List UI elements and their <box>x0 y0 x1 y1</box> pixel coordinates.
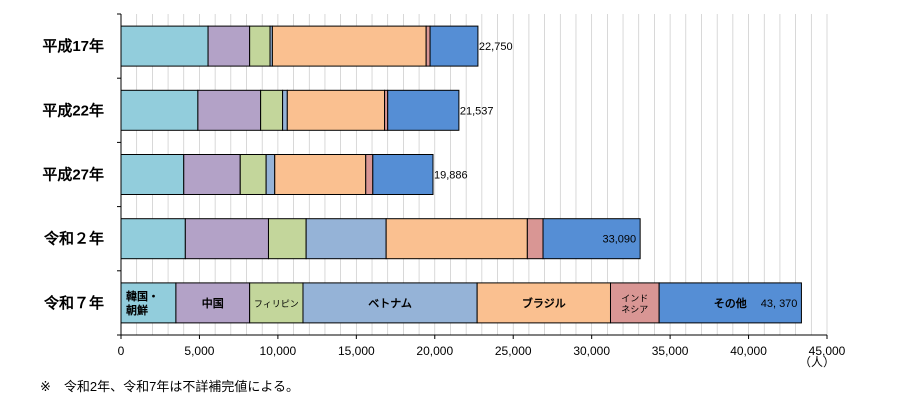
bar-segment <box>542 218 641 260</box>
x-tick-label: 45,000 <box>809 344 846 358</box>
bar-segment <box>197 89 262 131</box>
bar-segment <box>609 282 660 324</box>
bar-segment <box>274 154 367 195</box>
segment-label: 朝鮮 <box>126 303 148 317</box>
bar-segment <box>476 282 611 324</box>
bar-segment <box>282 89 288 131</box>
segment-label: フィリピン <box>254 299 299 309</box>
x-tick-label: 30,000 <box>573 344 610 358</box>
bar-segment <box>183 154 241 195</box>
footnote: ※ 令和2年、令和7年は不詳補完値による。 <box>40 379 299 394</box>
bar-segment <box>302 282 478 324</box>
bar-segment <box>286 89 386 131</box>
bar-segment <box>526 218 544 260</box>
bar-segment <box>267 218 307 260</box>
x-tick-label: 10,000 <box>260 344 297 358</box>
bar-segment <box>239 154 267 195</box>
bar-segment <box>425 25 431 67</box>
total-label: 19,886 <box>434 170 468 182</box>
bar-segment <box>249 25 271 67</box>
segment-label: ネシア <box>621 304 648 314</box>
axes: 0 5,000 10,000 15,000 20,000 25,000 30,000 35,0… <box>117 13 846 369</box>
x-tick-label: 15,000 <box>338 344 375 358</box>
x-tick-label: 0 <box>118 344 125 358</box>
segment-label: 韓国・ <box>126 289 159 303</box>
total-label: 21,537 <box>460 105 494 117</box>
x-tick-label: 20,000 <box>416 344 453 358</box>
category-label: 平成22年 <box>42 101 104 119</box>
bar-segment <box>120 218 186 260</box>
category-label: 平成17年 <box>42 37 104 55</box>
bar-segment <box>120 89 199 131</box>
stacked-bar-chart: 平成17年 22,750 平成22年 21,537 平成27年 19,886 令和２年 33,… <box>42 13 846 369</box>
segment-label: ベトナム <box>368 297 412 310</box>
bar-segment <box>175 282 251 324</box>
bar-segment <box>184 218 269 260</box>
bars <box>120 25 802 324</box>
total-label: 33,090 <box>602 234 636 246</box>
x-tick-label: 5,000 <box>184 344 214 358</box>
bar-segment <box>207 25 251 67</box>
labels: 平成17年 22,750 平成22年 21,537 平成27年 19,886 令和２年 33,… <box>42 37 797 317</box>
x-tick-label: 25,000 <box>495 344 532 358</box>
x-tick-label: 40,000 <box>730 344 767 358</box>
bar-segment <box>120 25 209 67</box>
bar-segment <box>658 282 802 324</box>
segment-label: ブラジル <box>522 296 566 310</box>
total-label: 43, 370 <box>761 298 798 310</box>
x-tick-label: 35,000 <box>652 344 689 358</box>
bar-segment <box>385 218 528 260</box>
unit-label: （人） <box>799 355 835 369</box>
bar-segment <box>120 154 185 195</box>
bar-segment <box>372 154 434 195</box>
bar-segment <box>429 25 479 67</box>
total-label: 22,750 <box>479 41 513 53</box>
bar-segment <box>265 154 276 195</box>
bar-segment <box>365 154 374 195</box>
bar-segment <box>305 218 387 260</box>
bar-segment <box>271 25 427 67</box>
segment-label: インド <box>621 293 648 303</box>
category-label: 令和７年 <box>44 294 104 312</box>
bar-segment <box>387 89 460 131</box>
bar-segment <box>260 89 284 131</box>
segment-label: 中国 <box>202 296 224 310</box>
segment-label: その他 <box>714 296 747 310</box>
category-label: 平成27年 <box>42 166 104 184</box>
category-label: 令和２年 <box>44 230 104 248</box>
